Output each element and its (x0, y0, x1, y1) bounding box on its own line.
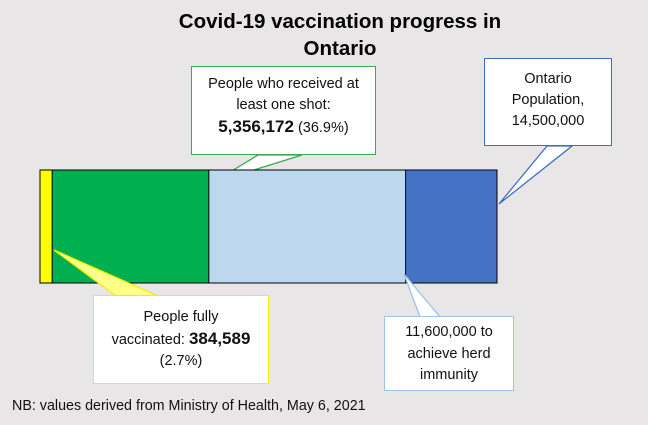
callout-one-shot: People who received at least one shot: 5… (191, 66, 376, 155)
title-line-2: Ontario (303, 37, 377, 60)
callout-population-line1: Ontario (524, 71, 572, 87)
title-line-1: Covid-19 vaccination progress in (178, 10, 502, 33)
callout-herd-immunity: 11,600,000 to achieve herd immunity (384, 316, 514, 391)
callout-fully-pct: (2.7%) (159, 353, 203, 369)
callout-one-shot-pct: (36.9%) (297, 120, 349, 136)
chart-title: Covid-19 vaccination progress in Ontario (120, 8, 560, 62)
footnote: NB: values derived from Ministry of Heal… (12, 398, 366, 414)
segment-one-shot (39, 169, 210, 284)
callout-herd-line1: 11,600,000 to (405, 324, 493, 340)
callout-one-shot-value: 5,356,172 (218, 117, 294, 136)
callout-population: Ontario Population, 14,500,000 (484, 58, 612, 146)
segment-fully-vaccinated (39, 169, 53, 284)
callout-herd-line3: immunity (419, 367, 478, 383)
callout-fully-line2: vaccinated: (111, 332, 185, 348)
callout-fully-value: 384,589 (188, 329, 251, 348)
callout-one-shot-line1: People who received at (208, 76, 359, 92)
callout-fully-line1: People fully (143, 309, 219, 325)
callout-fully-vaccinated: People fully vaccinated: 384,589 (2.7%) (93, 295, 269, 384)
callout-herd-line2: achieve herd (407, 345, 491, 362)
callout-one-shot-line2: least one shot: (236, 97, 331, 113)
callout-population-line2: Population, (511, 92, 585, 108)
callout-population-value: 14,500,000 (511, 113, 585, 129)
callout-population-pointer (498, 145, 574, 205)
